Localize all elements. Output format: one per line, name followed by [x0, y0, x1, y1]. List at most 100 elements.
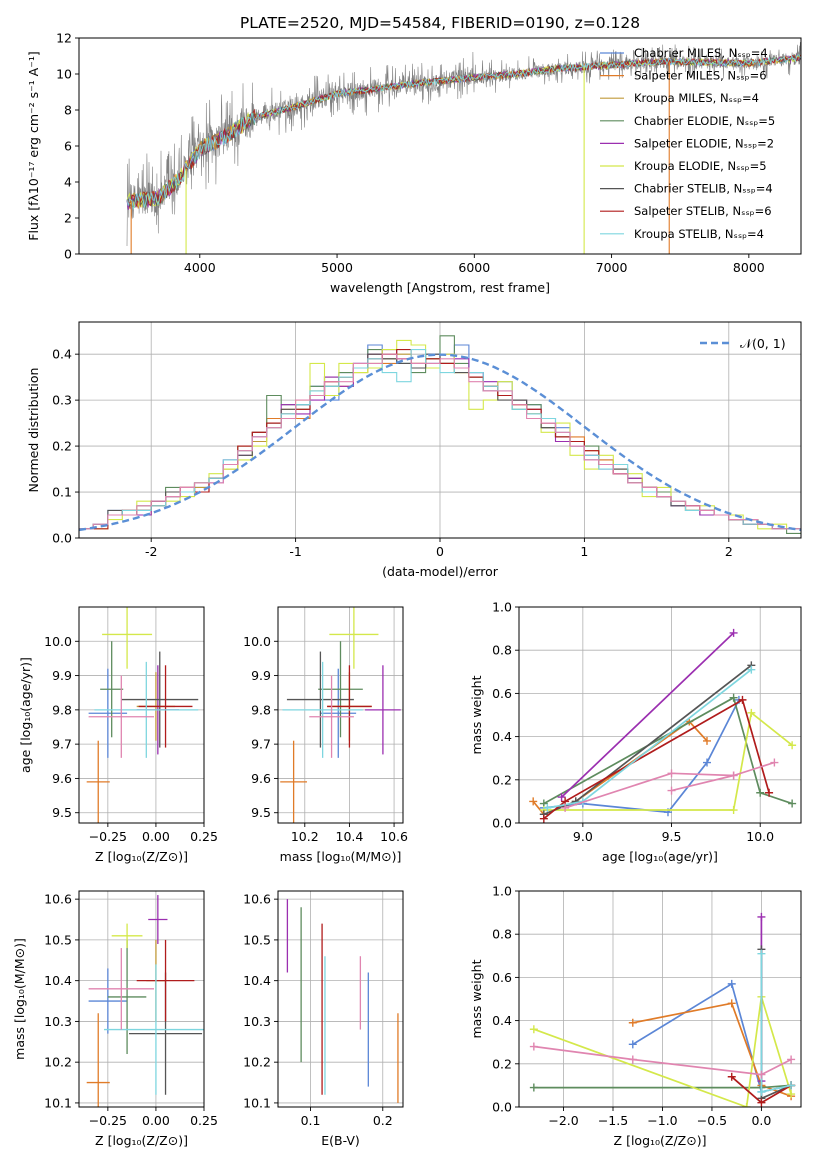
- weight-line: [543, 664, 752, 816]
- axes: −0.25 0.00 0.25 9.5 9.6 9.7 9.8 9.9 10.0 Z [log₁₀…: [18, 634, 218, 864]
- weight-line: [671, 774, 734, 792]
- y-tick-label: 10.6: [44, 892, 72, 907]
- legend-label: Salpeter MILES, Nₛₛₚ=6: [634, 69, 767, 83]
- legend-label: Kroupa STELIB, Nₛₛₚ=4: [634, 227, 764, 241]
- normal-curve: [79, 353, 801, 532]
- axes-frame: [78, 321, 802, 539]
- errorbar-point: [94, 661, 199, 758]
- weight-series: [529, 1042, 796, 1079]
- y-tick-label: 9.7: [251, 737, 271, 752]
- observed-spectrum: [126, 42, 801, 247]
- y-tick-label: 0.2: [492, 772, 512, 787]
- weight-marker: [729, 628, 738, 637]
- legend-label: Chabrier ELODIE, Nₛₛₚ=5: [634, 114, 775, 128]
- weight-marker: [729, 693, 738, 702]
- x-tick-label: −0.25: [89, 1113, 127, 1128]
- weight-marker: [529, 797, 538, 806]
- x-tick-label: 0.1: [301, 1113, 321, 1128]
- weight-marker: [729, 806, 738, 815]
- residuals-panel: -2 -1 0 1 2 0.0 0.1 0.2 0.3 0.4 (data-model)/error…: [26, 321, 802, 579]
- x-tick-label: 2: [725, 544, 733, 559]
- y-tick-label: 4: [64, 175, 72, 190]
- y-tick-label: 10: [56, 67, 72, 82]
- y-tick-label: 9.6: [251, 771, 271, 786]
- x-tick-label: 5000: [321, 260, 353, 275]
- errorbar-point: [282, 661, 363, 758]
- y-tick-label: 9.9: [251, 668, 271, 683]
- errorbar-point: [280, 740, 308, 823]
- y-tick-label: 9.8: [251, 702, 271, 717]
- y-tick-label: 10.5: [243, 932, 271, 947]
- y-tick-label: 0.8: [492, 927, 512, 942]
- legend-label: Kroupa ELODIE, Nₛₛₚ=5: [634, 159, 767, 173]
- weight-line: [543, 696, 793, 805]
- weight-marker: [757, 949, 766, 958]
- y-tick-label: 10.4: [243, 973, 271, 988]
- x-tick-label: 10.4: [336, 829, 364, 844]
- mass-vs-extinction-panel: 0.1 0.2 10.1 10.2 10.3 10.4 10.5 10.6 E(B-V): [243, 890, 404, 1148]
- y-tick-label: 9.5: [52, 805, 72, 820]
- x-axis-label: (data-model)/error: [382, 564, 499, 579]
- weight-series: [539, 708, 797, 815]
- weight-line: [632, 1002, 792, 1097]
- weight-marker: [747, 665, 756, 674]
- weight-marker: [757, 1070, 766, 1079]
- plot-area: [280, 607, 401, 823]
- y-tick-label: 1.0: [492, 884, 512, 899]
- axes-frame: [277, 890, 404, 1108]
- legend-label: Kroupa MILES, Nₛₛₚ=4: [634, 91, 759, 105]
- errorbar-point: [329, 607, 379, 669]
- y-tick-label: 0.4: [52, 347, 72, 362]
- y-tick-label: 9.5: [251, 805, 271, 820]
- y-tick-label: 0.6: [492, 970, 512, 985]
- x-tick-label: 9.5: [662, 829, 682, 844]
- axes-frame: [78, 37, 802, 255]
- errorbar-point: [102, 607, 153, 669]
- y-tick-label: 0.3: [52, 393, 72, 408]
- x-tick-label: 0.00: [142, 829, 170, 844]
- y-tick-label: 0.6: [492, 686, 512, 701]
- weight-series: [667, 771, 738, 795]
- y-tick-label: 0.0: [492, 816, 512, 831]
- legend-label: 𝒩(0, 1): [740, 336, 786, 351]
- model-spectrum: [126, 54, 801, 211]
- x-tick-label: 0.2: [373, 1113, 393, 1128]
- y-tick-label: 10.0: [44, 634, 72, 649]
- errorbar-point: [104, 964, 204, 1095]
- y-tick-label: 0.2: [492, 1056, 512, 1071]
- plot-area: [286, 899, 399, 1103]
- weight-marker: [787, 1055, 796, 1064]
- weight-marker: [529, 1083, 538, 1092]
- y-tick-label: 0.0: [492, 1100, 512, 1115]
- errorbar-point: [286, 651, 354, 748]
- weight-marker: [628, 1055, 637, 1064]
- errorbar-point: [138, 665, 193, 748]
- y-tick-label: 9.6: [52, 771, 72, 786]
- weight-line: [547, 668, 752, 809]
- errorbar-point: [136, 939, 195, 1022]
- weight-marker: [727, 1072, 736, 1081]
- errorbar-point: [318, 641, 363, 738]
- axes-frame: [518, 890, 802, 1108]
- y-tick-label: 1.0: [492, 600, 512, 615]
- weight-series: [557, 628, 738, 802]
- y-tick-label: 9.7: [52, 737, 72, 752]
- errorbar-point: [107, 939, 147, 1055]
- weight-marker: [727, 979, 736, 988]
- y-axis-label: Normed distribution: [26, 368, 41, 493]
- axes-frame: [518, 606, 802, 824]
- x-tick-label: 8000: [733, 260, 765, 275]
- x-axis-label: age [log₁₀(age/yr)]: [602, 849, 718, 864]
- x-tick-label: −2.0: [548, 1113, 578, 1128]
- x-axis-label: Z [log₁₀(Z/Z⊙)]: [95, 1133, 188, 1148]
- legend-label: Salpeter ELODIE, Nₛₛₚ=2: [634, 136, 774, 150]
- x-axis-label: Z [log₁₀(Z/Z⊙)]: [614, 1133, 707, 1148]
- y-axis-label: mass [log₁₀(M/M⊙)]: [12, 938, 27, 1060]
- axes: −0.25 0.00 0.25 10.1 10.2 10.3 10.4 10.5 10.6 Z […: [12, 892, 218, 1148]
- x-tick-label: 0.25: [190, 829, 218, 844]
- axes: −2.0 −1.5 −1.0 −0.5 0.0 0.0 0.2 0.4 0.6 0.8 1.0 Z […: [469, 884, 771, 1149]
- errorbar-point: [148, 895, 168, 944]
- y-tick-label: 0.8: [492, 643, 512, 658]
- weight-marker: [757, 1098, 766, 1107]
- x-tick-label: 6000: [458, 260, 490, 275]
